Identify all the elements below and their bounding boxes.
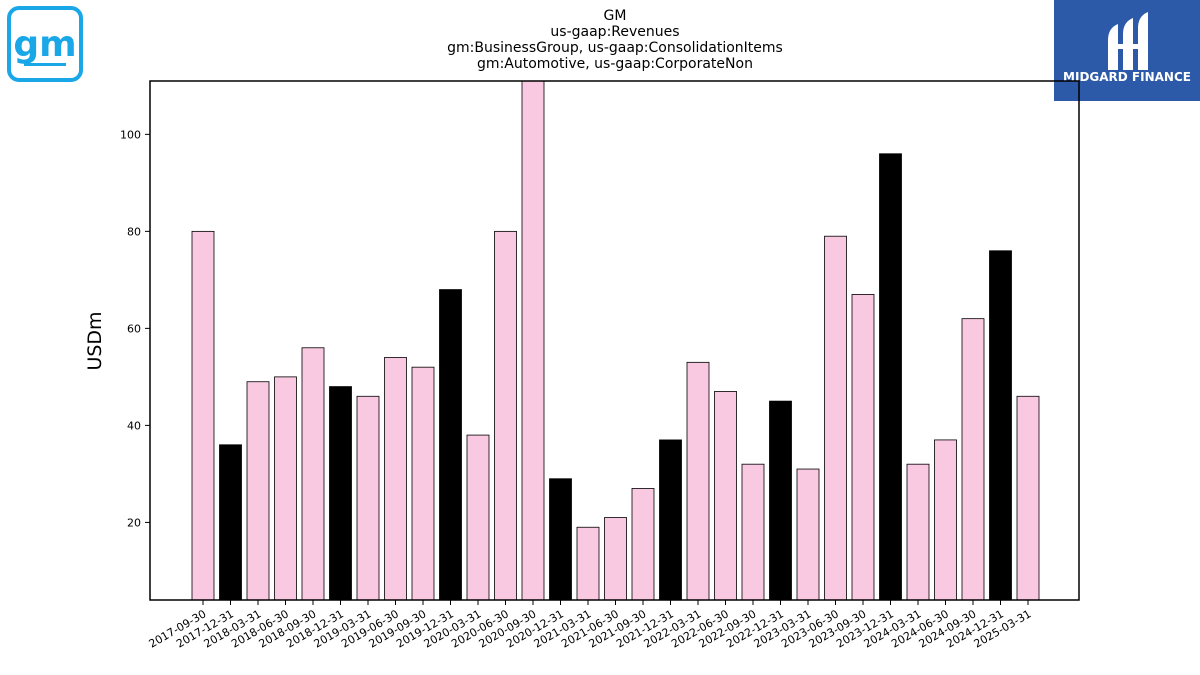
bar-2023-09-30 xyxy=(851,294,875,601)
bar-2022-03-31 xyxy=(686,361,710,601)
bar-2024-09-30 xyxy=(961,318,985,601)
bar-2022-09-30 xyxy=(741,463,765,601)
gm-logo: gm xyxy=(7,6,83,82)
y-axis: 20 40 60 80 100 xyxy=(120,128,150,529)
bar-2023-12-31 xyxy=(879,153,902,601)
bar-2021-09-30 xyxy=(631,488,655,601)
bar-2025-03-31 xyxy=(1016,395,1040,601)
bar-2024-12-31 xyxy=(989,250,1012,601)
plot-frame xyxy=(149,80,1080,601)
gm-logo-text: gm xyxy=(13,24,76,65)
y-tick-label: 100 xyxy=(120,128,141,141)
bar-2018-03-31 xyxy=(246,381,270,601)
title-line: gm:BusinessGroup, us-gaap:ConsolidationI… xyxy=(447,40,783,56)
bar-2022-12-31 xyxy=(769,400,792,601)
bar-2018-09-30 xyxy=(301,347,325,601)
bar-2023-06-30 xyxy=(824,235,847,601)
bar-2023-03-31 xyxy=(796,468,820,601)
bar-2020-12-31 xyxy=(549,478,572,601)
bar-2021-03-31 xyxy=(576,526,600,601)
y-tick-label: 80 xyxy=(127,225,141,238)
y-tick-label: 40 xyxy=(127,419,141,432)
x-axis: 2017-09-302017-12-312018-03-312018-06-30… xyxy=(147,600,1034,651)
bar-2018-12-31 xyxy=(329,386,352,601)
bars xyxy=(191,80,1040,601)
bar-2018-06-30 xyxy=(274,376,297,601)
bar-2019-12-31 xyxy=(439,289,462,601)
bar-2017-12-31 xyxy=(219,444,242,601)
bar-2024-06-30 xyxy=(934,439,957,601)
y-tick-label: 60 xyxy=(127,322,141,335)
bar-2019-03-31 xyxy=(356,395,380,601)
bar-2020-09-30 xyxy=(521,80,545,601)
bar-2019-09-30 xyxy=(411,366,435,601)
midgard-emblem-icon xyxy=(1108,12,1148,70)
bar-2022-06-30 xyxy=(714,391,737,601)
title-line: GM xyxy=(604,8,627,24)
bar-2020-03-31 xyxy=(466,434,490,601)
bar-2019-06-30 xyxy=(384,357,407,601)
bar-2017-09-30 xyxy=(191,230,215,601)
bar-2021-06-30 xyxy=(604,517,627,601)
brand-name: MIDGARD FINANCE xyxy=(1063,70,1191,84)
midgard-finance-logo: MIDGARD FINANCE xyxy=(1054,0,1200,101)
bar-2020-06-30 xyxy=(494,230,517,601)
y-axis-label: USDm xyxy=(84,311,106,370)
bar-2021-12-31 xyxy=(659,439,682,601)
title-line: gm:Automotive, us-gaap:CorporateNon xyxy=(477,56,753,72)
bar-2024-03-31 xyxy=(906,463,930,601)
y-tick-label: 20 xyxy=(127,516,141,529)
title-line: us-gaap:Revenues xyxy=(550,24,679,40)
